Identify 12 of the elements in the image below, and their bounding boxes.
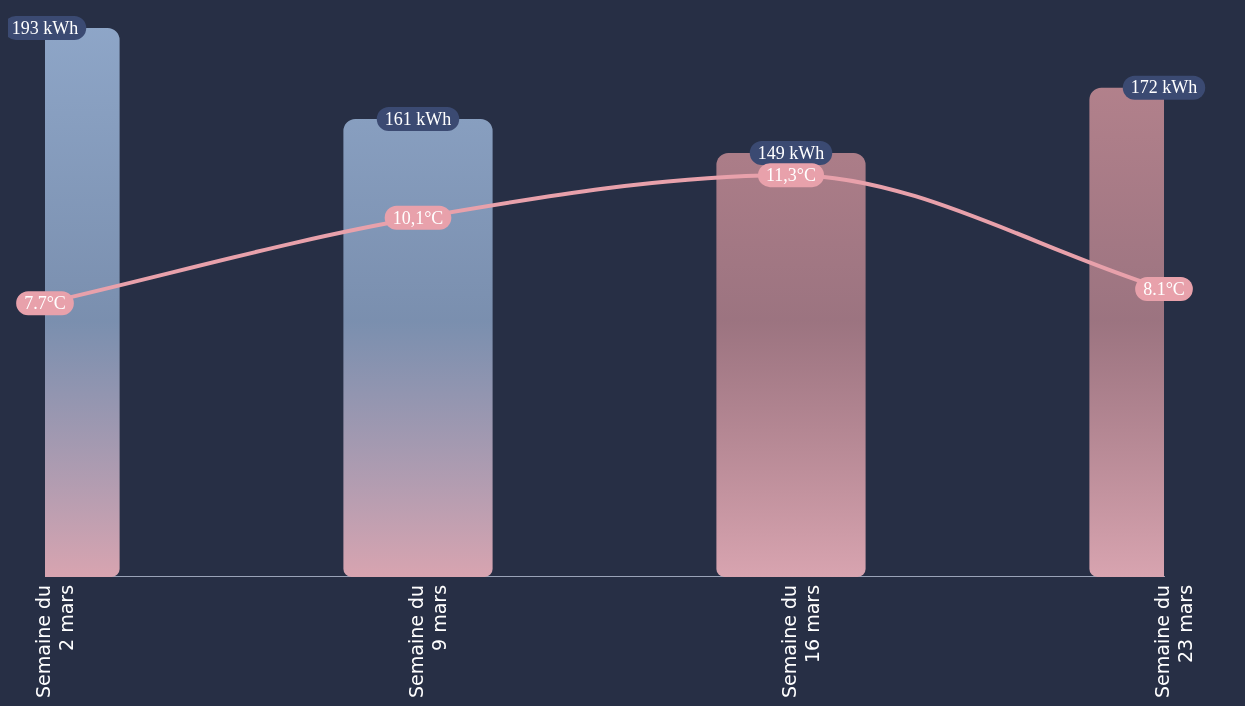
- data-label: 161 kWh: [384, 108, 452, 129]
- data-label: 10,1°C: [392, 207, 444, 228]
- data-label: 8.1°C: [1143, 278, 1185, 299]
- x-tick-label: Semaine du 16 mars: [777, 584, 823, 699]
- x-tick-label: Semaine du 23 mars: [1150, 584, 1196, 699]
- data-label: 193 kWh: [11, 17, 79, 38]
- data-label: 11,3°C: [765, 164, 817, 185]
- data-label: 149 kWh: [757, 142, 825, 163]
- data-label: 7.7°C: [24, 292, 66, 313]
- x-tick-label: Semaine du 9 mars: [404, 584, 450, 699]
- x-tick-label: Semaine du 2 mars: [31, 584, 77, 699]
- data-label: 172 kWh: [1130, 77, 1198, 98]
